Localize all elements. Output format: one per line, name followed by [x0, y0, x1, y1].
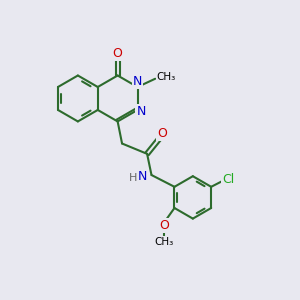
Text: Cl: Cl — [222, 172, 234, 186]
Text: N: N — [136, 105, 146, 118]
Text: N: N — [133, 75, 142, 88]
Text: O: O — [157, 127, 167, 140]
Text: CH₃: CH₃ — [154, 237, 174, 247]
Text: O: O — [113, 47, 123, 60]
Text: CH₃: CH₃ — [157, 72, 176, 82]
Text: O: O — [159, 219, 169, 232]
Text: H: H — [129, 173, 137, 183]
Text: N: N — [138, 170, 147, 183]
